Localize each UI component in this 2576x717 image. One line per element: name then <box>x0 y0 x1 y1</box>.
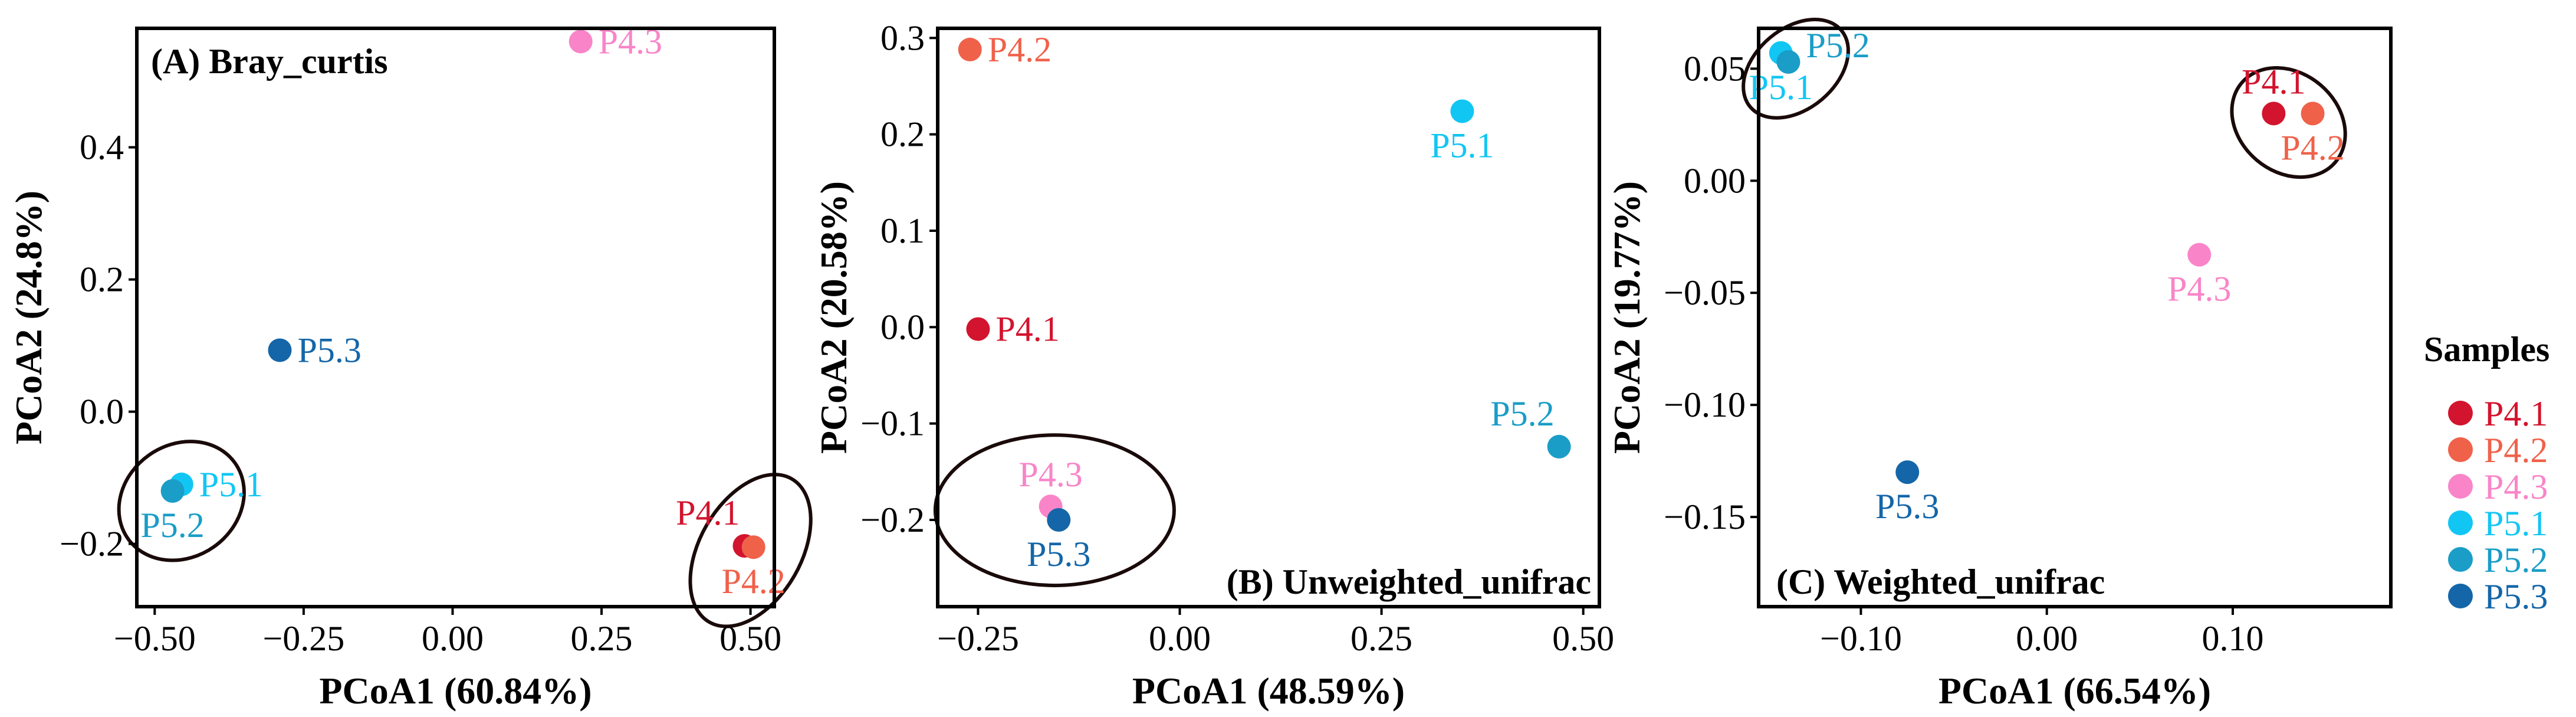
panel-c-cluster-ellipse <box>1742 18 1850 120</box>
panel-c-y-tick-label: −0.15 <box>1664 497 1746 536</box>
legend-label-P4-2: P4.2 <box>2484 431 2548 470</box>
legend-marker-P4-3 <box>2448 474 2473 499</box>
panel-a-y-tick-label: −0.2 <box>60 525 124 564</box>
panel-c-y-tick-label: 0.05 <box>1684 49 1746 88</box>
panel-a-point-label-P5-3: P5.3 <box>297 330 361 369</box>
panel-unweighted-unifrac: P4.1 P4.2 P4.3 P5.1 P5.2 P5.3 (B) Unweighted_… <box>813 18 1614 712</box>
panel-a-point-label-P5-1: P5.1 <box>199 465 263 504</box>
panel-c-point-P4-3 <box>2187 243 2212 267</box>
panel-b-point-P4-1 <box>966 317 990 341</box>
panel-a-point-P4-3 <box>569 30 593 54</box>
panel-a-title: (A) Bray_curtis <box>151 42 388 81</box>
panel-b-x-axis-label: PCoA1 (48.59%) <box>1132 670 1405 712</box>
panel-c-point-P5-2 <box>1776 50 1800 74</box>
panel-weighted-unifrac: P4.1P4.2P4.3P5.1P5.2P5.3 (C) Weighted_un… <box>1606 18 2393 712</box>
panel-b-point-label-P5-3: P5.3 <box>1027 535 1090 574</box>
panel-a-x-tick-label: 0.25 <box>571 619 633 658</box>
panel-bray-curtis: P4.1P4.2P4.3P5.1P5.2P5.3 (A) Bray_curtis… <box>8 22 813 712</box>
panel-c-cluster-ellipse <box>2230 66 2347 179</box>
panel-c-y-axis-label: PCoA2 (19.77%) <box>1606 181 1648 454</box>
samples-legend: Samples P4.1P4.2P4.3P5.1P5.2P5.3 <box>2424 330 2549 616</box>
panel-b-point-label-P4-1: P4.1 <box>995 310 1059 349</box>
panel-c-point-label-P5-3: P5.3 <box>1875 487 1939 526</box>
panel-b-frame <box>936 27 1601 608</box>
panel-c-point-label-P4-1: P4.1 <box>2242 62 2305 101</box>
panel-c-x-axis-label: PCoA1 (66.54%) <box>1938 670 2211 712</box>
panel-a-y-tick-label: 0.0 <box>80 392 124 431</box>
panel-a-x-tick-label: −0.25 <box>262 619 344 658</box>
panel-c-point-label-P5-2: P5.2 <box>1806 26 1869 65</box>
legend-marker-P4-2 <box>2448 437 2473 462</box>
panel-b-x-tick-label: 0.00 <box>1149 619 1211 658</box>
panel-b-x-tick-label: 0.25 <box>1351 619 1412 658</box>
legend-marker-P5-3 <box>2448 584 2473 608</box>
legend-label-P5-1: P5.1 <box>2484 504 2548 543</box>
panel-b-y-tick-label: 0.3 <box>880 18 925 57</box>
panel-b-y-axis-label: PCoA2 (20.58%) <box>813 181 855 454</box>
panel-c-y-tick-label: 0.00 <box>1684 161 1746 200</box>
panel-b-y-tick-label: 0.0 <box>880 307 925 346</box>
panel-c-frame <box>1757 27 2393 608</box>
panel-c-y-tick-label: −0.05 <box>1664 273 1746 312</box>
panel-c-y-tick-label: −0.10 <box>1664 385 1746 424</box>
legend-marker-P4-1 <box>2448 401 2473 425</box>
panel-b-x-tick-label: −0.25 <box>937 619 1019 658</box>
panel-a-point-P4-2 <box>741 535 765 559</box>
panel-b-point-label-P4-2: P4.2 <box>988 30 1052 69</box>
panel-a-x-tick-label: −0.50 <box>114 619 196 658</box>
panel-a-point-label-P4-1: P4.1 <box>676 493 740 532</box>
legend-label-P4-1: P4.1 <box>2484 394 2548 433</box>
legend-label-P5-3: P5.3 <box>2484 577 2548 616</box>
panel-a-cluster-ellipse <box>117 440 246 562</box>
panel-c-x-tick-label: 0.00 <box>2016 619 2078 658</box>
legend-marker-P5-2 <box>2448 547 2473 572</box>
panel-b-y-tick-label: 0.2 <box>880 115 925 154</box>
legend-title: Samples <box>2424 330 2549 369</box>
panel-a-y-tick-label: 0.2 <box>80 260 124 299</box>
panel-c-x-tick-label: 0.10 <box>2202 619 2264 658</box>
panel-a-cluster-ellipse <box>688 473 813 628</box>
panel-a-point-P5-3 <box>268 338 292 362</box>
panel-a-y-tick-label: 0.4 <box>80 128 124 167</box>
panel-b-point-label-P5-2: P5.2 <box>1490 394 1554 433</box>
panel-a-x-tick-label: 0.00 <box>422 619 484 658</box>
panel-a-frame <box>135 27 776 608</box>
panel-c-title: (C) Weighted_unifrac <box>1776 562 2105 601</box>
panel-a-point-label-P5-2: P5.2 <box>140 506 204 545</box>
panel-a-x-tick-label: 0.50 <box>719 619 781 658</box>
panel-a-y-axis-label: PCoA2 (24.8%) <box>8 191 50 444</box>
panel-a-point-P5-2 <box>160 479 185 503</box>
legend-label-P4-3: P4.3 <box>2484 467 2548 506</box>
panel-b-point-label-P5-1: P5.1 <box>1430 126 1494 165</box>
panel-b-y-tick-label: −0.1 <box>860 404 925 443</box>
panel-c-x-tick-label: −0.10 <box>1820 619 1902 658</box>
panel-c-point-P5-3 <box>1895 460 1920 484</box>
panel-b-cluster-ellipse <box>933 433 1176 588</box>
panel-b-point-P5-3 <box>1047 508 1071 532</box>
panel-b-y-tick-label: 0.1 <box>880 211 925 250</box>
panel-c-point-label-P4-3: P4.3 <box>2167 270 2231 309</box>
panel-a-x-axis-label: PCoA1 (60.84%) <box>319 670 592 712</box>
panel-c-point-P4-2 <box>2301 102 2325 126</box>
panel-b-title: (B) Unweighted_unifrac <box>1227 562 1591 601</box>
panel-b-point-P5-1 <box>1450 99 1474 123</box>
panel-b-x-tick-label: 0.50 <box>1552 619 1614 658</box>
panel-b-point-P4-2 <box>958 37 982 61</box>
panel-b-point-P5-2 <box>1547 434 1571 459</box>
panel-c-point-P4-1 <box>2262 102 2286 126</box>
panel-b-point-label-P4-3: P4.3 <box>1018 455 1082 494</box>
panel-b-y-tick-label: −0.2 <box>860 500 925 539</box>
legend-label-P5-2: P5.2 <box>2484 541 2548 580</box>
panel-c-point-label-P4-2: P4.2 <box>2281 128 2344 167</box>
legend-marker-P5-1 <box>2448 510 2473 535</box>
